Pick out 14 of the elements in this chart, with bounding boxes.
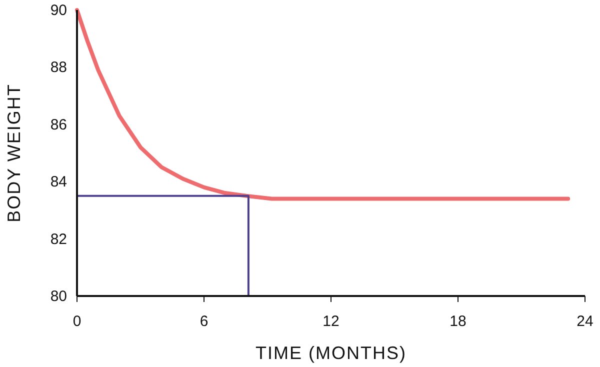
line-series — [75, 8, 570, 201]
y-tick-label: 86 — [50, 116, 67, 134]
x-tick-label: 24 — [576, 313, 594, 330]
x-tick-label: 6 — [200, 313, 208, 330]
x-axis-title: TIME (MONTHS) — [256, 343, 406, 363]
x-tick-label: 0 — [72, 313, 82, 330]
y-tick-label: 88 — [50, 59, 67, 76]
y-tick-label: 84 — [50, 174, 67, 191]
y-tick-label: 82 — [50, 230, 67, 248]
x-tick-label: 12 — [322, 313, 340, 330]
x-tick-label: 18 — [450, 313, 466, 330]
y-axis-title: BODY WEIGHT — [4, 84, 24, 222]
y-tick-label: 90 — [50, 2, 67, 19]
y-tick-label: 80 — [50, 288, 67, 305]
